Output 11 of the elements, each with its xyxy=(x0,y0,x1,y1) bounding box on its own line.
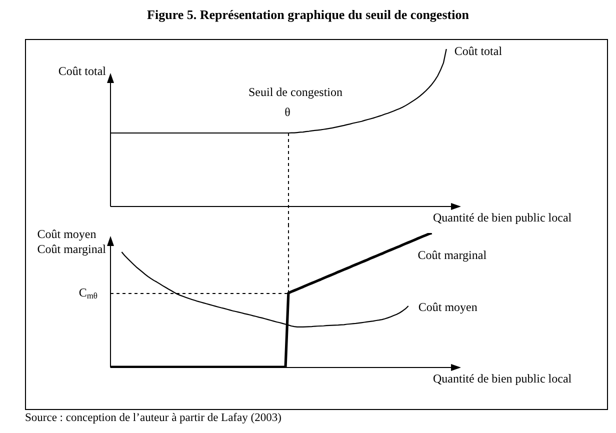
annotation: Seuil de congestion xyxy=(248,85,342,100)
chart-title: Figure 5. Représentation graphique du seuil de congestion xyxy=(146,6,470,24)
x-axis-title: Quantité de bien public local xyxy=(433,372,572,386)
series-label: Coût moyen xyxy=(418,300,478,314)
source-note: Source : conception de l’auteur à partir de Lafay (2003) xyxy=(25,411,282,426)
y-axis-title: Coût moyen Coût marginal xyxy=(37,227,107,256)
x-axis-title: Quantité de bien public local xyxy=(433,210,572,225)
annotation: θ xyxy=(284,105,291,120)
series-label: Coût marginal xyxy=(418,248,488,262)
y-axis-title: Coût total xyxy=(58,64,107,78)
series-label: Coût total xyxy=(454,44,503,58)
